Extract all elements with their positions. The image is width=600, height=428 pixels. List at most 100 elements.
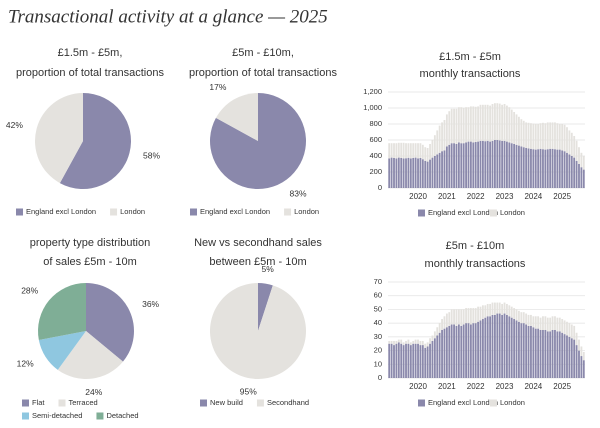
bar-segment — [438, 323, 441, 333]
bar-segment — [412, 143, 415, 158]
y-tick-label: 400 — [369, 151, 382, 160]
bar-segment — [436, 335, 439, 378]
bar-segment — [508, 142, 511, 188]
bar-segment — [429, 144, 431, 160]
bar-segment — [417, 343, 419, 378]
bar-segment — [561, 124, 564, 151]
chart-title: £5m - £10m, — [232, 47, 294, 59]
bar-segment — [443, 328, 446, 378]
x-tick-label: 2021 — [438, 192, 456, 201]
chart-title: monthly transactions — [425, 258, 526, 270]
bar-segment — [556, 317, 559, 332]
bar-segment — [520, 119, 523, 147]
x-tick-label: 2022 — [467, 192, 485, 201]
bar-segment — [532, 149, 535, 188]
pie-slice — [57, 331, 123, 379]
value-label: 5% — [262, 264, 275, 274]
bar-segment — [506, 105, 508, 142]
bar-segment — [469, 324, 472, 378]
bar-segment — [397, 339, 400, 343]
bar-segment — [397, 342, 400, 378]
bar-segment — [419, 143, 422, 158]
bar-segment — [441, 319, 443, 330]
bar-segment — [431, 157, 434, 188]
bar-segment — [568, 323, 571, 337]
chart-title: £1.5m - £5m, — [58, 47, 123, 59]
x-tick-label: 2023 — [496, 192, 514, 201]
bar-segment — [484, 141, 487, 188]
bar-segment — [421, 144, 424, 160]
legend-item: Detached — [96, 411, 139, 420]
legend-label: Detached — [106, 411, 138, 420]
bar-segment — [544, 149, 547, 188]
bar-segment — [457, 107, 460, 143]
y-tick-label: 10 — [374, 359, 382, 368]
bar-segment — [525, 313, 528, 325]
bar-segment — [481, 305, 484, 320]
chart-title: property type distribution — [30, 237, 150, 249]
bar-segment — [465, 142, 467, 188]
bar-segment — [525, 148, 528, 188]
legend-swatch — [22, 399, 29, 407]
chart-title: £1.5m - £5m — [439, 51, 501, 63]
bar-segment — [496, 140, 499, 188]
bar-segment — [407, 339, 410, 344]
bar-segment — [527, 314, 530, 326]
bar-segment — [431, 335, 434, 341]
bar-segment — [460, 107, 463, 144]
bar-segment — [542, 330, 544, 378]
bar-segment — [397, 157, 400, 188]
pie-slice — [35, 93, 83, 184]
y-tick-label: 600 — [369, 135, 382, 144]
y-tick-label: 200 — [369, 167, 382, 176]
bar-segment — [563, 151, 566, 188]
bar-segment — [537, 316, 540, 329]
bar-segment — [450, 324, 453, 378]
value-label: 17% — [209, 82, 226, 92]
bar-segment — [433, 156, 436, 188]
legend-label: Flat — [32, 398, 45, 407]
bar-segment — [465, 308, 467, 324]
bar-segment — [400, 158, 403, 188]
bar-segment — [539, 148, 542, 188]
bar-segment — [503, 313, 506, 378]
bar-segment — [462, 324, 465, 378]
bar-segment — [580, 346, 583, 357]
x-tick-label: 2022 — [467, 382, 485, 391]
bar-segment — [438, 152, 441, 188]
bar-segment — [518, 310, 520, 322]
bar-segment — [431, 340, 434, 378]
chart-title: between £5m - 10m — [209, 256, 306, 268]
bar-segment — [481, 319, 484, 378]
bar-segment — [496, 103, 499, 140]
bar-segment — [525, 324, 528, 378]
bar-segment — [395, 343, 398, 378]
value-label: 83% — [290, 189, 307, 199]
bar-segment — [400, 343, 403, 378]
bar-segment — [390, 143, 393, 158]
bar-segment — [532, 316, 535, 328]
y-tick-label: 0 — [378, 183, 382, 192]
bar-segment — [388, 143, 391, 159]
bar-segment — [405, 340, 407, 344]
bar-segment — [508, 107, 511, 143]
bar-segment — [498, 313, 501, 378]
bar-segment — [510, 143, 513, 188]
bar-segment — [551, 316, 554, 330]
bar-segment — [542, 149, 544, 188]
bar-segment — [460, 325, 463, 378]
bar-segment — [417, 339, 419, 344]
bar-segment — [503, 104, 506, 141]
bar-segment — [561, 150, 564, 188]
bar-segment — [575, 160, 578, 188]
legend-item: London — [110, 207, 145, 216]
bar-segment — [484, 104, 487, 142]
bar-segment — [433, 338, 436, 378]
bar-segment — [513, 319, 516, 378]
bar-segment — [412, 343, 415, 378]
bar-segment — [462, 309, 465, 325]
bar-segment — [522, 120, 525, 148]
bar-segment — [534, 149, 537, 188]
bar-segment — [455, 309, 458, 326]
legend-swatch — [489, 209, 497, 217]
